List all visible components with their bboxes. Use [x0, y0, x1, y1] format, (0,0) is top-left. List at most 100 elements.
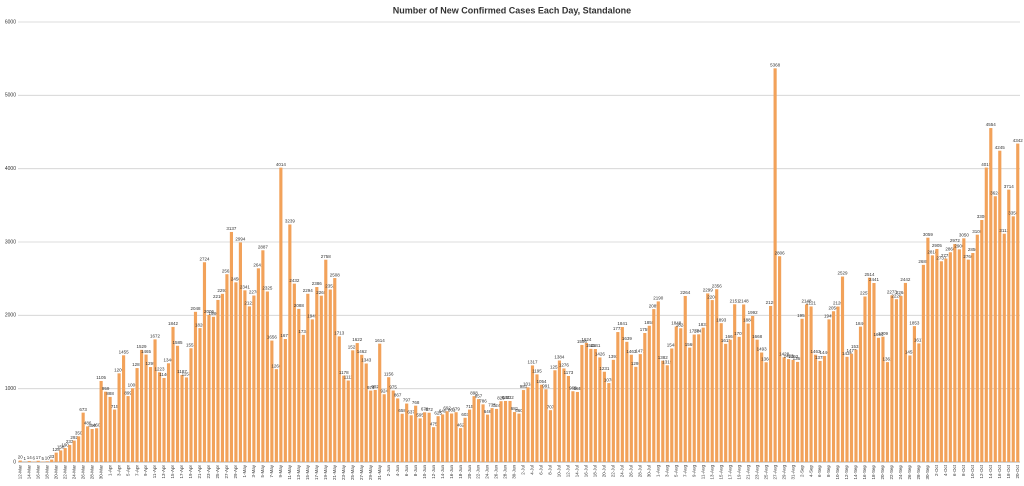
- x-tick-label: 19-Apr: [188, 465, 193, 479]
- y-tick-label: 3000: [5, 239, 16, 245]
- x-tick-label: 26-Sep: [907, 465, 912, 480]
- data-label: 1195: [532, 369, 542, 374]
- data-label: 768: [412, 400, 420, 405]
- data-label: 1596: [577, 339, 588, 344]
- data-label: 898: [470, 390, 478, 395]
- data-label: 867: [394, 393, 402, 398]
- data-label: 681: [511, 406, 519, 411]
- x-tick-label: 8-Oct: [961, 464, 966, 476]
- data-label: 292: [70, 435, 78, 440]
- bar: [297, 308, 301, 462]
- bar: [432, 427, 436, 462]
- data-label: 1360: [761, 356, 772, 361]
- data-label: 1853: [909, 320, 920, 325]
- data-label: 2264: [896, 290, 907, 295]
- data-label: 1446: [820, 350, 831, 355]
- x-tick-label: 14-Jul: [575, 465, 580, 477]
- data-label: 832: [506, 395, 514, 400]
- x-tick-label: 13-Aug: [709, 465, 714, 480]
- data-label: 1156: [384, 371, 394, 376]
- bar: [885, 362, 890, 462]
- x-tick-label: 20-Oct: [1015, 464, 1020, 478]
- data-label: 1622: [352, 337, 363, 342]
- data-label: 2641: [253, 263, 264, 268]
- data-label: 724: [493, 403, 501, 408]
- data-label: 2208: [707, 294, 718, 299]
- bar: [1011, 216, 1015, 462]
- data-label: 2220: [891, 293, 902, 298]
- x-tick-label: 11-May: [287, 464, 292, 479]
- bar: [566, 375, 570, 462]
- data-label: 1343: [361, 358, 372, 363]
- bar: [575, 391, 579, 462]
- data-label: 3239: [285, 219, 296, 224]
- bar: [1016, 143, 1020, 462]
- x-tick-label: 9-Aug: [691, 465, 696, 478]
- data-label: 888: [106, 391, 114, 396]
- data-label: 1734: [298, 329, 309, 334]
- bar: [975, 234, 979, 462]
- bar: [252, 295, 256, 462]
- bar: [710, 300, 714, 462]
- bar: [872, 282, 876, 462]
- x-tick-label: 27-May: [359, 464, 364, 480]
- data-label: 692: [443, 405, 451, 410]
- bar: [796, 361, 800, 462]
- bar: [535, 374, 539, 462]
- data-label: 1842: [168, 321, 179, 326]
- data-label: 2190: [653, 296, 664, 301]
- data-label: 3059: [923, 232, 934, 237]
- data-label: 959: [102, 386, 110, 391]
- data-label: 2724: [199, 256, 210, 261]
- bar: [211, 316, 216, 462]
- x-tick-label: 21-Apr: [197, 465, 202, 479]
- x-tick-label: 18-Jun: [458, 465, 463, 479]
- bar: [903, 282, 907, 462]
- x-tick-label: 10-Oct: [970, 464, 975, 478]
- bar: [894, 299, 899, 462]
- data-label: 1585: [173, 340, 184, 345]
- x-tick-label: 28-Mar: [89, 465, 94, 480]
- bar: [827, 319, 831, 462]
- bar: [450, 413, 454, 462]
- bar: [122, 355, 126, 462]
- data-label: 1639: [622, 336, 633, 341]
- data-label: 1848: [671, 321, 682, 326]
- x-tick-label: 19-Aug: [736, 465, 741, 480]
- bar: [441, 414, 445, 462]
- x-tick-label: 6-Jun: [404, 465, 409, 477]
- data-label: 1435: [842, 351, 853, 356]
- bar: [620, 326, 624, 462]
- x-tick-label: 15-May: [305, 464, 310, 480]
- bar: [139, 349, 144, 462]
- bar: [948, 252, 952, 462]
- data-label: 1529: [137, 344, 148, 349]
- x-tick-label: 25-May: [350, 464, 355, 480]
- bar: [306, 293, 310, 462]
- data-label: 1826: [195, 322, 206, 327]
- bar: [459, 428, 463, 462]
- data-label: 1428: [779, 351, 790, 356]
- bar: [840, 276, 845, 462]
- bar: [184, 377, 189, 462]
- bar: [629, 354, 633, 462]
- bar: [849, 353, 854, 462]
- data-label: 707: [547, 404, 555, 409]
- x-tick-label: 4-Jun: [395, 465, 400, 477]
- data-label: 4015: [981, 162, 992, 167]
- data-label: 1153: [182, 372, 192, 377]
- x-tick-label: 29-Apr: [233, 465, 238, 479]
- data-label: 2688: [918, 259, 929, 264]
- bar: [512, 412, 517, 462]
- data-label: 3350: [1008, 211, 1019, 216]
- data-label: 924: [380, 388, 388, 393]
- data-label: 2432: [289, 278, 300, 283]
- data-label: 1668: [752, 334, 763, 339]
- bar: [54, 452, 58, 462]
- x-tick-label: 7-Apr: [134, 465, 139, 477]
- bar: [207, 314, 211, 462]
- bar: [274, 369, 278, 462]
- data-label: 595: [416, 413, 424, 418]
- data-label: 2151: [730, 298, 741, 303]
- data-label: 1888: [743, 318, 754, 323]
